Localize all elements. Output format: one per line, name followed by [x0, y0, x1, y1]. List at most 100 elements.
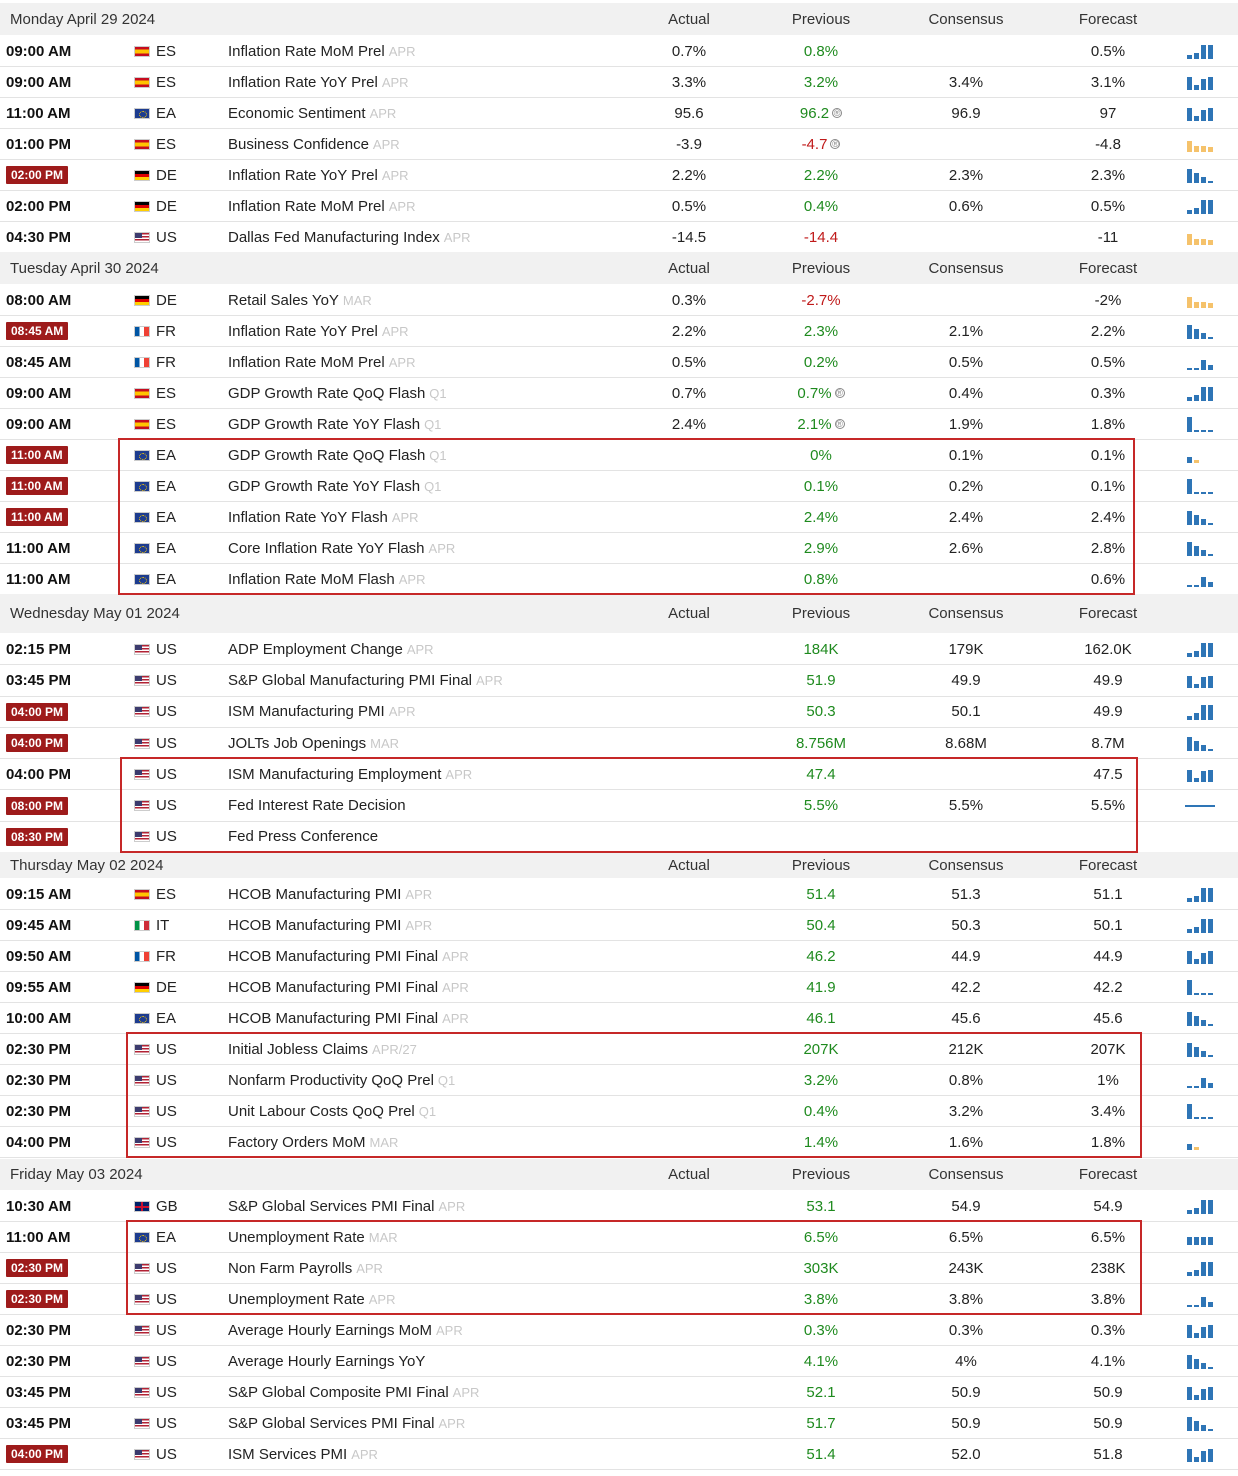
- event-name-text[interactable]: ISM Manufacturing PMI: [228, 703, 385, 721]
- event-name[interactable]: GDP Growth Rate YoY Flash Q1: [228, 409, 441, 439]
- column-header-consensus[interactable]: Consensus: [928, 259, 1004, 277]
- event-row[interactable]: 02:00 PM DE Inflation Rate YoY Prel APR 2.2%…: [0, 160, 1238, 191]
- event-row[interactable]: 11:00 AM EA Core Inflation Rate YoY Flash A…: [0, 533, 1238, 564]
- column-header-actual[interactable]: Actual: [668, 10, 710, 28]
- event-name[interactable]: Inflation Rate YoY Flash APR: [228, 502, 419, 532]
- sparkline-chart[interactable]: [1185, 948, 1219, 964]
- event-name-text[interactable]: ISM Services PMI: [228, 1445, 348, 1463]
- event-name[interactable]: Inflation Rate MoM Prel APR: [228, 36, 415, 66]
- event-name[interactable]: Core Inflation Rate YoY Flash APR: [228, 533, 455, 563]
- event-name-text[interactable]: GDP Growth Rate QoQ Flash: [228, 384, 426, 402]
- event-name-text[interactable]: Inflation Rate MoM Prel: [228, 353, 385, 371]
- event-name[interactable]: S&P Global Services PMI Final APR: [228, 1191, 465, 1221]
- sparkline-chart[interactable]: [1185, 416, 1219, 432]
- sparkline-chart[interactable]: [1185, 641, 1219, 658]
- column-header-forecast[interactable]: Forecast: [1078, 1166, 1138, 1183]
- sparkline-chart[interactable]: [1185, 1010, 1219, 1026]
- column-header-forecast[interactable]: Forecast: [1078, 10, 1138, 28]
- event-name[interactable]: Nonfarm Productivity QoQ Prel Q1: [228, 1065, 455, 1095]
- event-name[interactable]: Retail Sales YoY MAR: [228, 285, 372, 315]
- sparkline-chart[interactable]: [1185, 105, 1219, 121]
- sparkline-chart[interactable]: [1185, 74, 1219, 90]
- event-name[interactable]: Dallas Fed Manufacturing Index APR: [228, 222, 471, 252]
- event-name-text[interactable]: GDP Growth Rate YoY Flash: [228, 477, 421, 495]
- sparkline-chart[interactable]: [1185, 1322, 1219, 1338]
- sparkline-chart[interactable]: [1185, 1229, 1219, 1245]
- event-row[interactable]: 09:00 AM ES Inflation Rate YoY Prel APR 3.3%…: [0, 67, 1238, 98]
- sparkline-chart[interactable]: [1185, 1103, 1219, 1119]
- event-name-text[interactable]: Inflation Rate MoM Prel: [228, 197, 385, 215]
- event-name[interactable]: Unit Labour Costs QoQ Prel Q1: [228, 1096, 436, 1126]
- sparkline-chart[interactable]: [1185, 1072, 1219, 1088]
- event-name[interactable]: Initial Jobless Claims APR/27: [228, 1034, 417, 1064]
- event-name[interactable]: HCOB Manufacturing PMI Final APR: [228, 1003, 469, 1033]
- event-row[interactable]: 02:15 PM US ADP Employment Change APR 184K 17…: [0, 634, 1238, 666]
- event-row[interactable]: 08:45 AM FR Inflation Rate YoY Prel APR 2.2%…: [0, 316, 1238, 347]
- event-name[interactable]: Fed Interest Rate Decision: [228, 791, 406, 821]
- sparkline-chart[interactable]: [1185, 704, 1219, 720]
- sparkline-chart[interactable]: [1185, 1291, 1219, 1307]
- event-name-text[interactable]: Inflation Rate MoM Flash: [228, 570, 395, 588]
- event-name[interactable]: S&P Global Composite PMI Final APR: [228, 1377, 479, 1407]
- sparkline-chart[interactable]: [1185, 1198, 1219, 1214]
- event-row[interactable]: 02:30 PM US Average Hourly Earnings YoY 4.1…: [0, 1346, 1238, 1377]
- event-row[interactable]: 02:30 PM US Initial Jobless Claims APR/27 20…: [0, 1034, 1238, 1065]
- event-name-text[interactable]: Inflation Rate YoY Prel: [228, 73, 378, 91]
- event-name[interactable]: Average Hourly Earnings YoY: [228, 1346, 425, 1376]
- event-name-text[interactable]: Dallas Fed Manufacturing Index: [228, 228, 440, 246]
- event-name[interactable]: Economic Sentiment APR: [228, 98, 396, 128]
- event-name-text[interactable]: HCOB Manufacturing PMI Final: [228, 1009, 439, 1027]
- column-header-forecast[interactable]: Forecast: [1078, 856, 1138, 874]
- sparkline-chart[interactable]: [1185, 292, 1219, 308]
- event-name[interactable]: GDP Growth Rate QoQ Flash Q1: [228, 378, 447, 408]
- column-header-forecast[interactable]: Forecast: [1078, 605, 1138, 622]
- event-name[interactable]: Inflation Rate MoM Prel APR: [228, 191, 415, 221]
- event-row[interactable]: 09:00 AM ES Inflation Rate MoM Prel APR 0.7%…: [0, 36, 1238, 67]
- event-name[interactable]: Unemployment Rate MAR: [228, 1222, 398, 1252]
- event-row[interactable]: 11:00 AM EA GDP Growth Rate YoY Flash Q1 0.1…: [0, 471, 1238, 502]
- event-row[interactable]: 09:50 AM FR HCOB Manufacturing PMI Final AP…: [0, 941, 1238, 972]
- sparkline-chart[interactable]: [1185, 354, 1219, 370]
- sparkline-chart[interactable]: [1185, 323, 1219, 339]
- event-row[interactable]: 09:15 AM ES HCOB Manufacturing PMI APR 51.4 5…: [0, 879, 1238, 910]
- event-row[interactable]: 02:30 PM US Unemployment Rate APR 3.8% 3.8% 3.…: [0, 1284, 1238, 1315]
- sparkline-chart[interactable]: [1185, 571, 1219, 587]
- sparkline-chart[interactable]: [1185, 735, 1219, 752]
- event-name[interactable]: S&P Global Services PMI Final APR: [228, 1408, 465, 1438]
- event-row[interactable]: 04:00 PM US ISM Manufacturing Employment AP…: [0, 759, 1238, 791]
- event-row[interactable]: 04:00 PM US Factory Orders MoM MAR 1.4% 1.6% 1…: [0, 1127, 1238, 1158]
- event-name-text[interactable]: HCOB Manufacturing PMI: [228, 885, 402, 903]
- event-row[interactable]: 08:00 AM DE Retail Sales YoY MAR 0.3% -2.7% -2…: [0, 285, 1238, 316]
- event-row[interactable]: 11:00 AM EA GDP Growth Rate QoQ Flash Q1 0% 0…: [0, 440, 1238, 471]
- sparkline-chart[interactable]: [1185, 766, 1219, 783]
- column-header-previous[interactable]: Previous: [791, 10, 851, 28]
- event-name[interactable]: HCOB Manufacturing PMI APR: [228, 910, 432, 940]
- column-header-consensus[interactable]: Consensus: [928, 856, 1004, 874]
- event-name-text[interactable]: HCOB Manufacturing PMI: [228, 916, 402, 934]
- column-header-previous[interactable]: Previous: [791, 259, 851, 277]
- event-row[interactable]: 02:30 PM US Nonfarm Productivity QoQ Prel Q…: [0, 1065, 1238, 1096]
- sparkline-chart[interactable]: [1185, 540, 1219, 556]
- event-name-text[interactable]: Average Hourly Earnings MoM: [228, 1321, 432, 1339]
- event-row[interactable]: 09:55 AM DE HCOB Manufacturing PMI Final AP…: [0, 972, 1238, 1003]
- event-row[interactable]: 08:45 AM FR Inflation Rate MoM Prel APR 0.5%…: [0, 347, 1238, 378]
- column-header-consensus[interactable]: Consensus: [928, 10, 1004, 28]
- column-header-actual[interactable]: Actual: [668, 259, 710, 277]
- event-row[interactable]: 04:00 PM US ISM Manufacturing PMI APR 50.3 50…: [0, 697, 1238, 728]
- event-row[interactable]: 04:00 PM US ISM Services PMI APR 51.4 52.0 51.…: [0, 1439, 1238, 1470]
- sparkline-chart[interactable]: [1185, 136, 1219, 152]
- event-name[interactable]: JOLTs Job Openings MAR: [228, 728, 399, 758]
- event-name-text[interactable]: Inflation Rate YoY Flash: [228, 508, 388, 526]
- column-header-previous[interactable]: Previous: [791, 856, 851, 874]
- event-row[interactable]: 03:45 PM US S&P Global Manufacturing PMI F…: [0, 665, 1238, 697]
- event-name-text[interactable]: Nonfarm Productivity QoQ Prel: [228, 1071, 434, 1089]
- sparkline-chart[interactable]: [1185, 478, 1219, 494]
- event-name-text[interactable]: Inflation Rate MoM Prel: [228, 42, 385, 60]
- event-name-text[interactable]: JOLTs Job Openings: [228, 734, 367, 752]
- event-name[interactable]: Average Hourly Earnings MoM APR: [228, 1315, 463, 1345]
- sparkline-chart[interactable]: [1185, 167, 1219, 183]
- sparkline-chart[interactable]: [1185, 979, 1219, 995]
- sparkline-chart[interactable]: [1185, 1446, 1219, 1462]
- event-row[interactable]: 03:45 PM US S&P Global Services PMI Final A…: [0, 1408, 1238, 1439]
- event-name[interactable]: ISM Manufacturing PMI APR: [228, 697, 415, 727]
